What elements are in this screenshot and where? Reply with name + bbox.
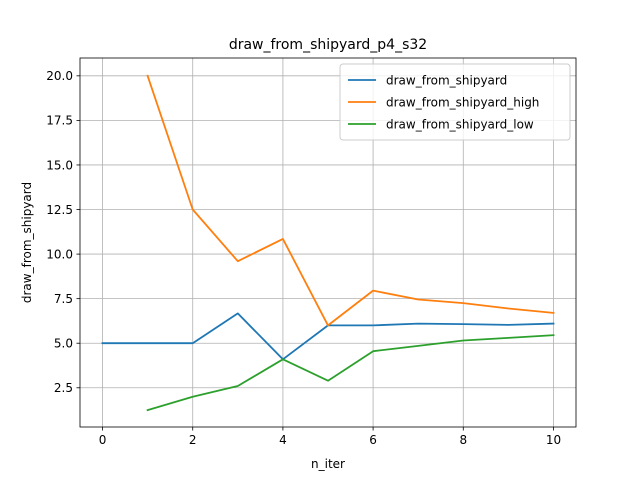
legend-label: draw_from_shipyard (386, 73, 507, 87)
series-line-draw_from_shipyard_low (146, 334, 555, 412)
x-tick-label: 6 (369, 433, 377, 447)
y-tick-label: 20.0 (46, 69, 73, 83)
y-tick-label: 7.5 (54, 292, 73, 306)
x-tick-label: 10 (546, 433, 561, 447)
y-tick-label: 15.0 (46, 158, 73, 172)
y-tick-label: 5.0 (54, 337, 73, 351)
y-tick-label: 12.5 (46, 203, 73, 217)
chart-title: draw_from_shipyard_p4_s32 (229, 37, 427, 53)
y-tick-label: 2.5 (54, 381, 73, 395)
legend: draw_from_shipyard draw_from_shipyard_hig… (339, 63, 571, 141)
x-tick-label: 2 (189, 433, 197, 447)
series-line-draw_from_shipyard_high (146, 74, 555, 327)
legend-label: draw_from_shipyard_high (386, 95, 539, 109)
y-tick-label: 17.5 (46, 114, 73, 128)
legend-box (339, 63, 571, 141)
y-axis-label: draw_from_shipyard (20, 182, 34, 303)
axes-frame (79, 57, 577, 428)
x-tick-label: 0 (99, 433, 107, 447)
axis-ticks: 0 2 4 6 8 10 2.5 5.0 7.5 10.0 12.5 15.0 17.5 20.0 (46, 69, 561, 447)
x-tick-label: 8 (459, 433, 467, 447)
y-tick-label: 10.0 (46, 247, 73, 261)
x-axis-label: n_iter (311, 457, 345, 471)
plot-series (101, 74, 555, 412)
legend-label: draw_from_shipyard_low (386, 117, 534, 131)
x-tick-label: 4 (279, 433, 287, 447)
